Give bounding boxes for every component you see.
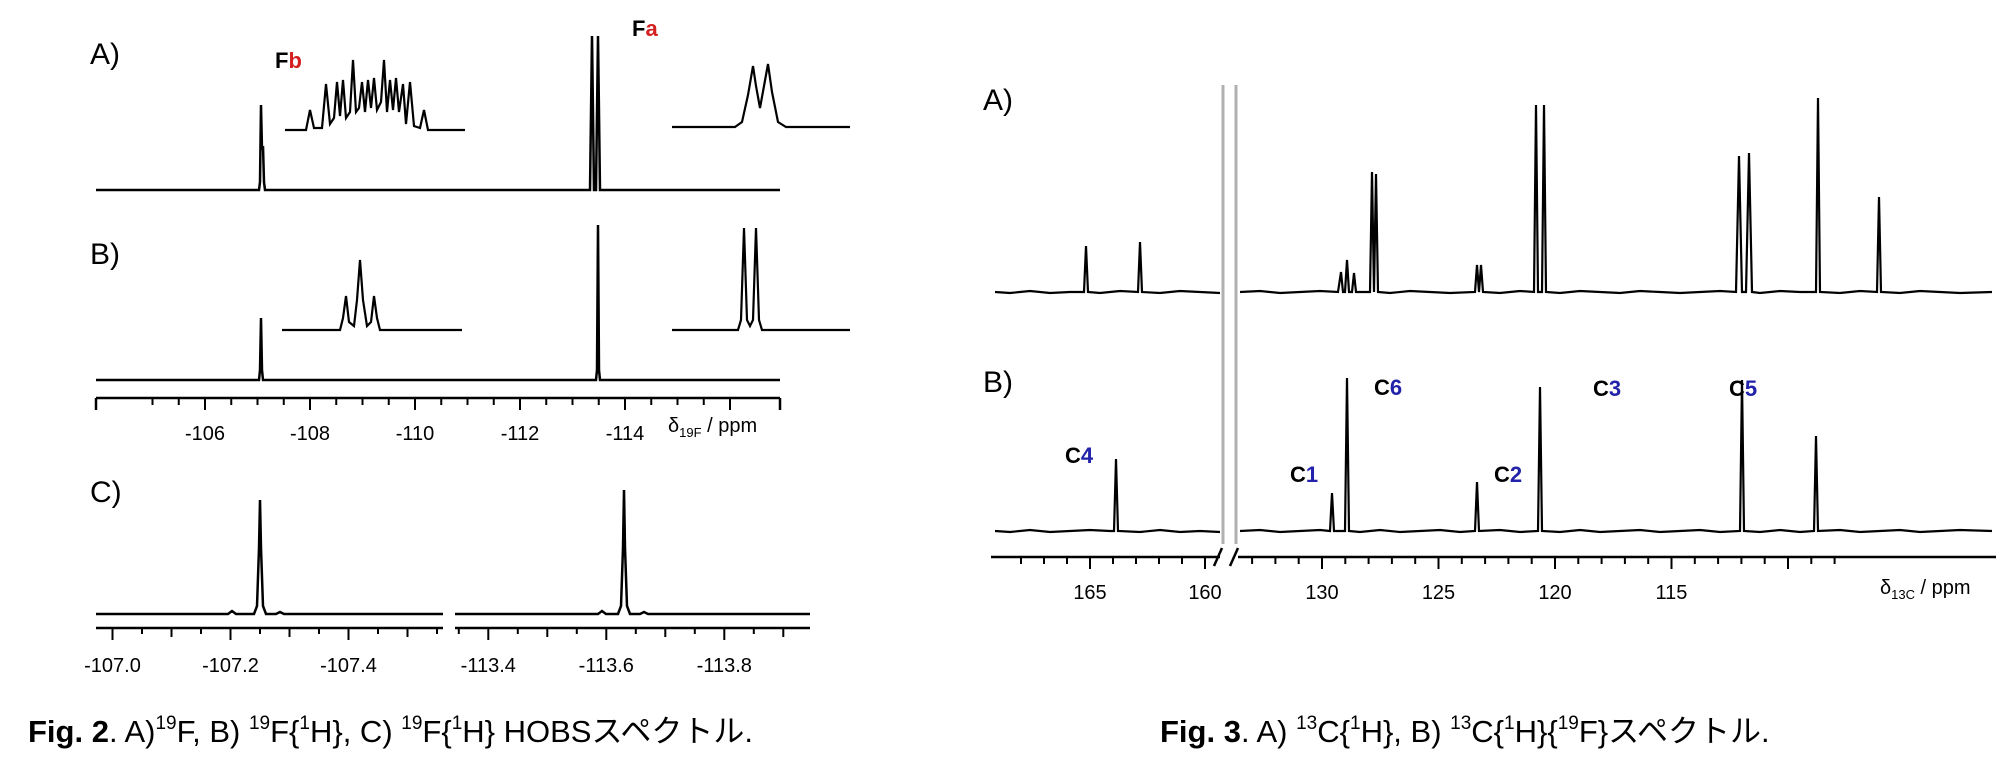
- fig2-zoom-tick-label: -107.4: [320, 655, 377, 677]
- fig3-spectrum-a: [994, 97, 1993, 295]
- fig3-caption: Fig. 3. A) 13C{1H}, B) 13C{1H}{19F}スペクトル…: [1160, 713, 1770, 749]
- fig2-main-axis: [94, 396, 782, 410]
- fa-label: Fa: [632, 16, 658, 41]
- fig3-tick-label: 115: [1656, 582, 1688, 604]
- fig2-tick-label: -114: [606, 423, 645, 445]
- fig2-zoom-tick-label: -107.0: [84, 655, 141, 677]
- fig3-axis-break: [1221, 85, 1238, 544]
- fig3-axis-ticks: 165 160 130 125 120 115: [1020, 557, 1836, 604]
- fig2-zoom-ticks: -107.0 -107.2 -107.4 -113.4 -113.6 -113.8: [84, 628, 785, 677]
- fig2-zoom-tick-label: -113.8: [697, 655, 752, 677]
- fig2-panel-b-label: B): [90, 238, 120, 271]
- fig2-tick-label: -108: [290, 423, 330, 445]
- fig3-tick-label: 130: [1305, 582, 1338, 604]
- c2-label: C2: [1494, 462, 1522, 487]
- fig3-tick-label: 125: [1422, 582, 1455, 604]
- fig3-tick-label: 165: [1073, 582, 1106, 604]
- fig2-tick-label: -112: [501, 423, 540, 445]
- fig3-panel-a-label: A): [983, 84, 1013, 117]
- fig2-caption: Fig. 2. A)19F, B) 19F{1H}, C) 19F{1H} HO…: [28, 713, 753, 749]
- fig3-axis: [991, 547, 1996, 567]
- fig2: A) B) C) Fb Fa -106 -108 -110 -112 -114 δ19F…: [84, 16, 850, 677]
- c3-label: C3: [1593, 376, 1621, 401]
- fig3: A) B) C4 C1 C6 C2 C3 C5 165 160 130 125 120 1…: [983, 84, 1996, 604]
- fig2-axis-title: δ19F / ppm: [668, 415, 757, 440]
- fig2-tick-label: -106: [185, 423, 225, 445]
- c5-label: C5: [1729, 376, 1757, 401]
- fig3-spectrum-b: [994, 377, 1993, 534]
- fig2-inset-fa-a: [672, 63, 850, 129]
- fig2-panel-a-label: A): [90, 38, 120, 71]
- fig3-panel-b-label: B): [983, 366, 1013, 399]
- fig2-zoom-tick-label: -113.6: [579, 655, 634, 677]
- fig3-axis-title: δ13C / ppm: [1880, 577, 1971, 602]
- fig2-zoom-tick-label: -113.4: [461, 655, 516, 677]
- fig2-zoom-tick-label: -107.2: [202, 655, 259, 677]
- fig2-spectrum-c-right: [455, 489, 810, 616]
- fig2-spectrum-b: [96, 224, 780, 382]
- c6-label: C6: [1374, 375, 1402, 400]
- fb-label: Fb: [275, 48, 302, 73]
- fig2-inset-fb-a: [285, 59, 465, 132]
- fig2-spectrum-a: [96, 35, 780, 192]
- fig3-tick-label: 160: [1188, 582, 1221, 604]
- c4-label: C4: [1065, 443, 1094, 468]
- fig3-tick-label: 120: [1538, 582, 1571, 604]
- fig2-axis-ticks: -106 -108 -110 -112 -114: [151, 398, 731, 445]
- fig2-spectrum-c-left: [96, 499, 443, 616]
- fig2-inset-fa-b: [672, 227, 850, 332]
- fig2-inset-fb-b: [282, 259, 462, 332]
- c1-label: C1: [1290, 462, 1318, 487]
- fig2-tick-label: -110: [396, 423, 435, 445]
- fig2-panel-c-label: C): [90, 476, 122, 509]
